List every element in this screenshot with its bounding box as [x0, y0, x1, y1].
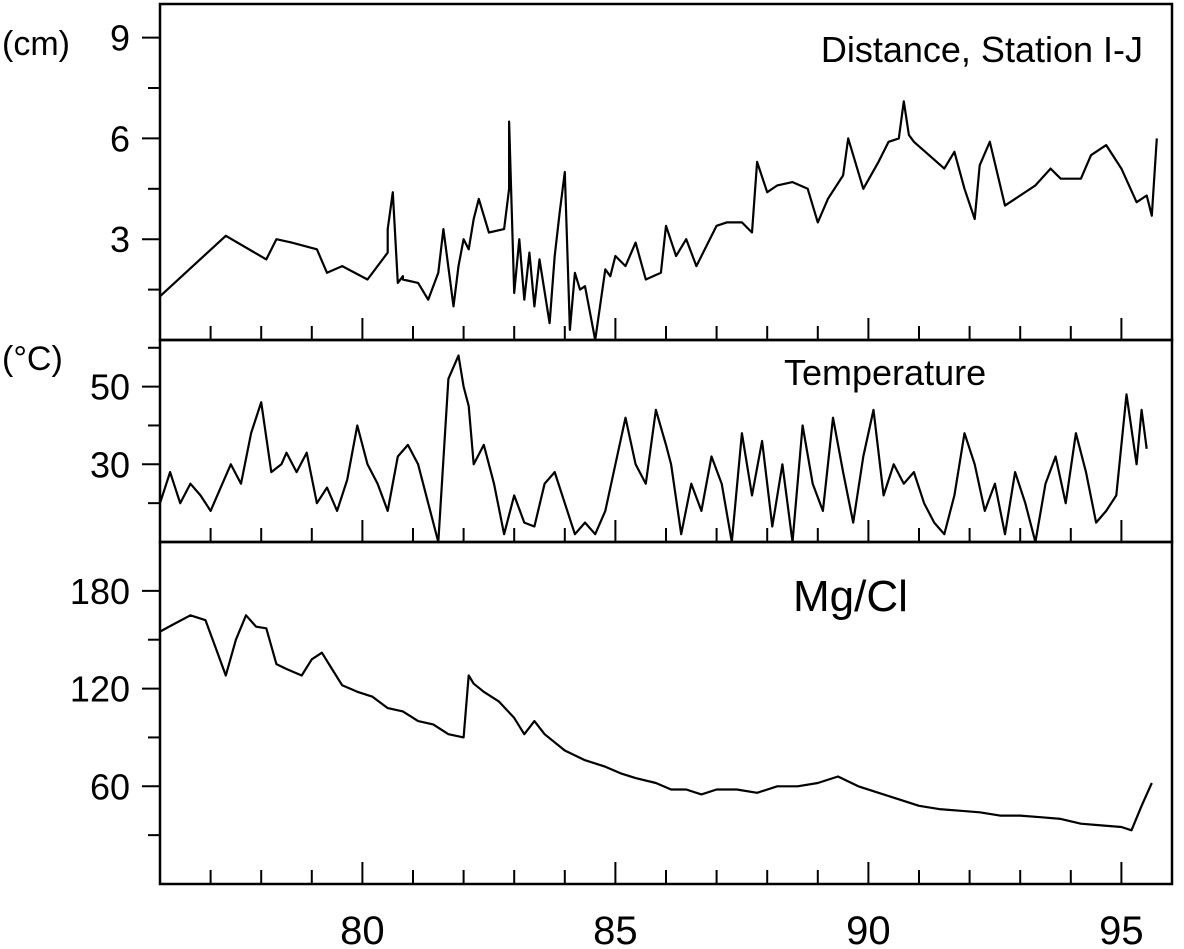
temperature-y-ticks: 30 50 — [90, 346, 160, 505]
temperature-unit-label: (°C) — [2, 340, 63, 378]
distance-panel: (cm) Distance, Station I-J 3 6 9 — [2, 2, 1174, 342]
y-tick-label: 30 — [90, 444, 130, 485]
mgcl-panel-title: Mg/Cl — [793, 572, 908, 621]
mgcl-y-ticks: 60 120 180 — [70, 571, 160, 837]
y-tick-label: 6 — [110, 118, 130, 159]
temperature-x-ticks — [209, 520, 1123, 542]
distance-x-ticks — [209, 318, 1123, 340]
y-tick-label: 50 — [90, 367, 130, 408]
x-axis-tick-labels: 80 85 90 95 — [340, 909, 1144, 949]
y-tick-label: 180 — [70, 571, 130, 612]
y-tick-label: 9 — [110, 18, 130, 59]
temperature-panel-title: Temperature — [784, 352, 986, 393]
y-tick-label: 60 — [90, 766, 130, 807]
mgcl-x-ticks — [209, 862, 1123, 884]
x-tick-label: 90 — [846, 909, 891, 949]
distance-y-ticks: 3 6 9 — [110, 18, 160, 291]
distance-panel-title: Distance, Station I-J — [821, 29, 1143, 70]
y-tick-label: 120 — [70, 669, 130, 710]
mgcl-panel: Mg/Cl 60 120 180 80 85 90 95 — [70, 540, 1174, 949]
mgcl-series-line — [159, 614, 1153, 832]
distance-unit-label: (cm) — [2, 25, 70, 63]
temperature-series-line — [158, 354, 1148, 544]
distance-series-line — [159, 100, 1158, 342]
x-tick-label: 80 — [340, 909, 385, 949]
mgcl-panel-frame — [158, 540, 1174, 886]
x-tick-label: 95 — [1099, 909, 1144, 949]
temperature-panel: (°C) Temperature 30 50 — [2, 338, 1174, 544]
y-tick-label: 3 — [110, 219, 130, 260]
x-tick-label: 85 — [593, 909, 638, 949]
